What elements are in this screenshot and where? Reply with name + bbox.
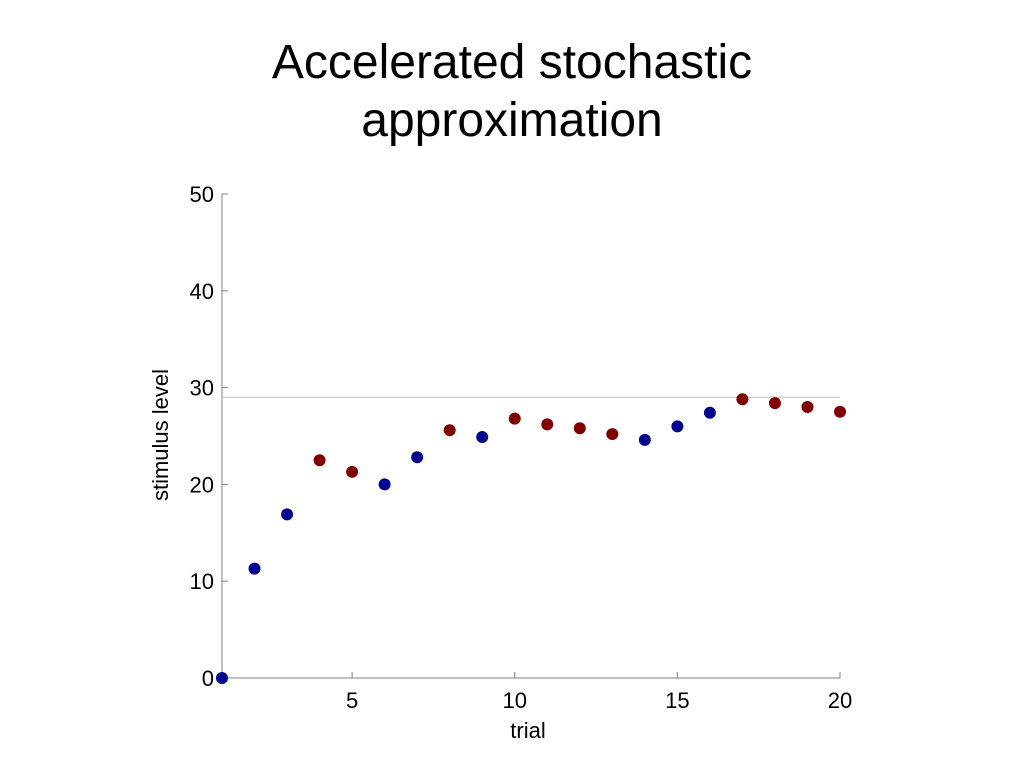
data-point (834, 405, 846, 418)
data-point (411, 451, 424, 464)
data-point (443, 424, 456, 437)
y-tick-label: 10 (190, 569, 214, 594)
x-tick-label: 20 (828, 688, 852, 713)
data-point (476, 430, 489, 443)
data-point (346, 465, 359, 478)
y-tick-label: 20 (190, 472, 214, 497)
data-points (216, 393, 846, 684)
y-tick-label: 50 (190, 182, 214, 207)
chart-title-line-1: Accelerated stochastic (271, 36, 753, 89)
data-point (801, 400, 814, 413)
data-point (508, 412, 521, 425)
data-point (378, 478, 391, 491)
data-point (281, 508, 294, 521)
data-point (313, 454, 326, 467)
y-tick-label: 0 (202, 666, 214, 691)
x-axis-label: trial (510, 718, 545, 743)
data-point (768, 397, 781, 410)
data-point (671, 420, 684, 433)
chart-title-line-2: approximation (361, 94, 663, 147)
x-tick-label: 10 (502, 688, 526, 713)
data-point (638, 433, 651, 446)
data-point (606, 428, 619, 441)
data-point (248, 562, 261, 575)
y-tick-label: 30 (190, 376, 214, 401)
axes: 0 10 20 30 40 50 5 10 15 20 (190, 182, 853, 713)
chart-title: Accelerated stochastic approximation (0, 34, 1024, 150)
x-tick-label: 5 (346, 688, 358, 713)
x-tick-label: 15 (665, 688, 689, 713)
data-point (216, 672, 228, 684)
data-point (736, 393, 749, 406)
data-point (541, 418, 554, 431)
data-point (703, 406, 716, 419)
y-tick-label: 40 (190, 279, 214, 304)
data-point (573, 422, 586, 435)
y-axis-label: stimulus level (148, 369, 173, 501)
